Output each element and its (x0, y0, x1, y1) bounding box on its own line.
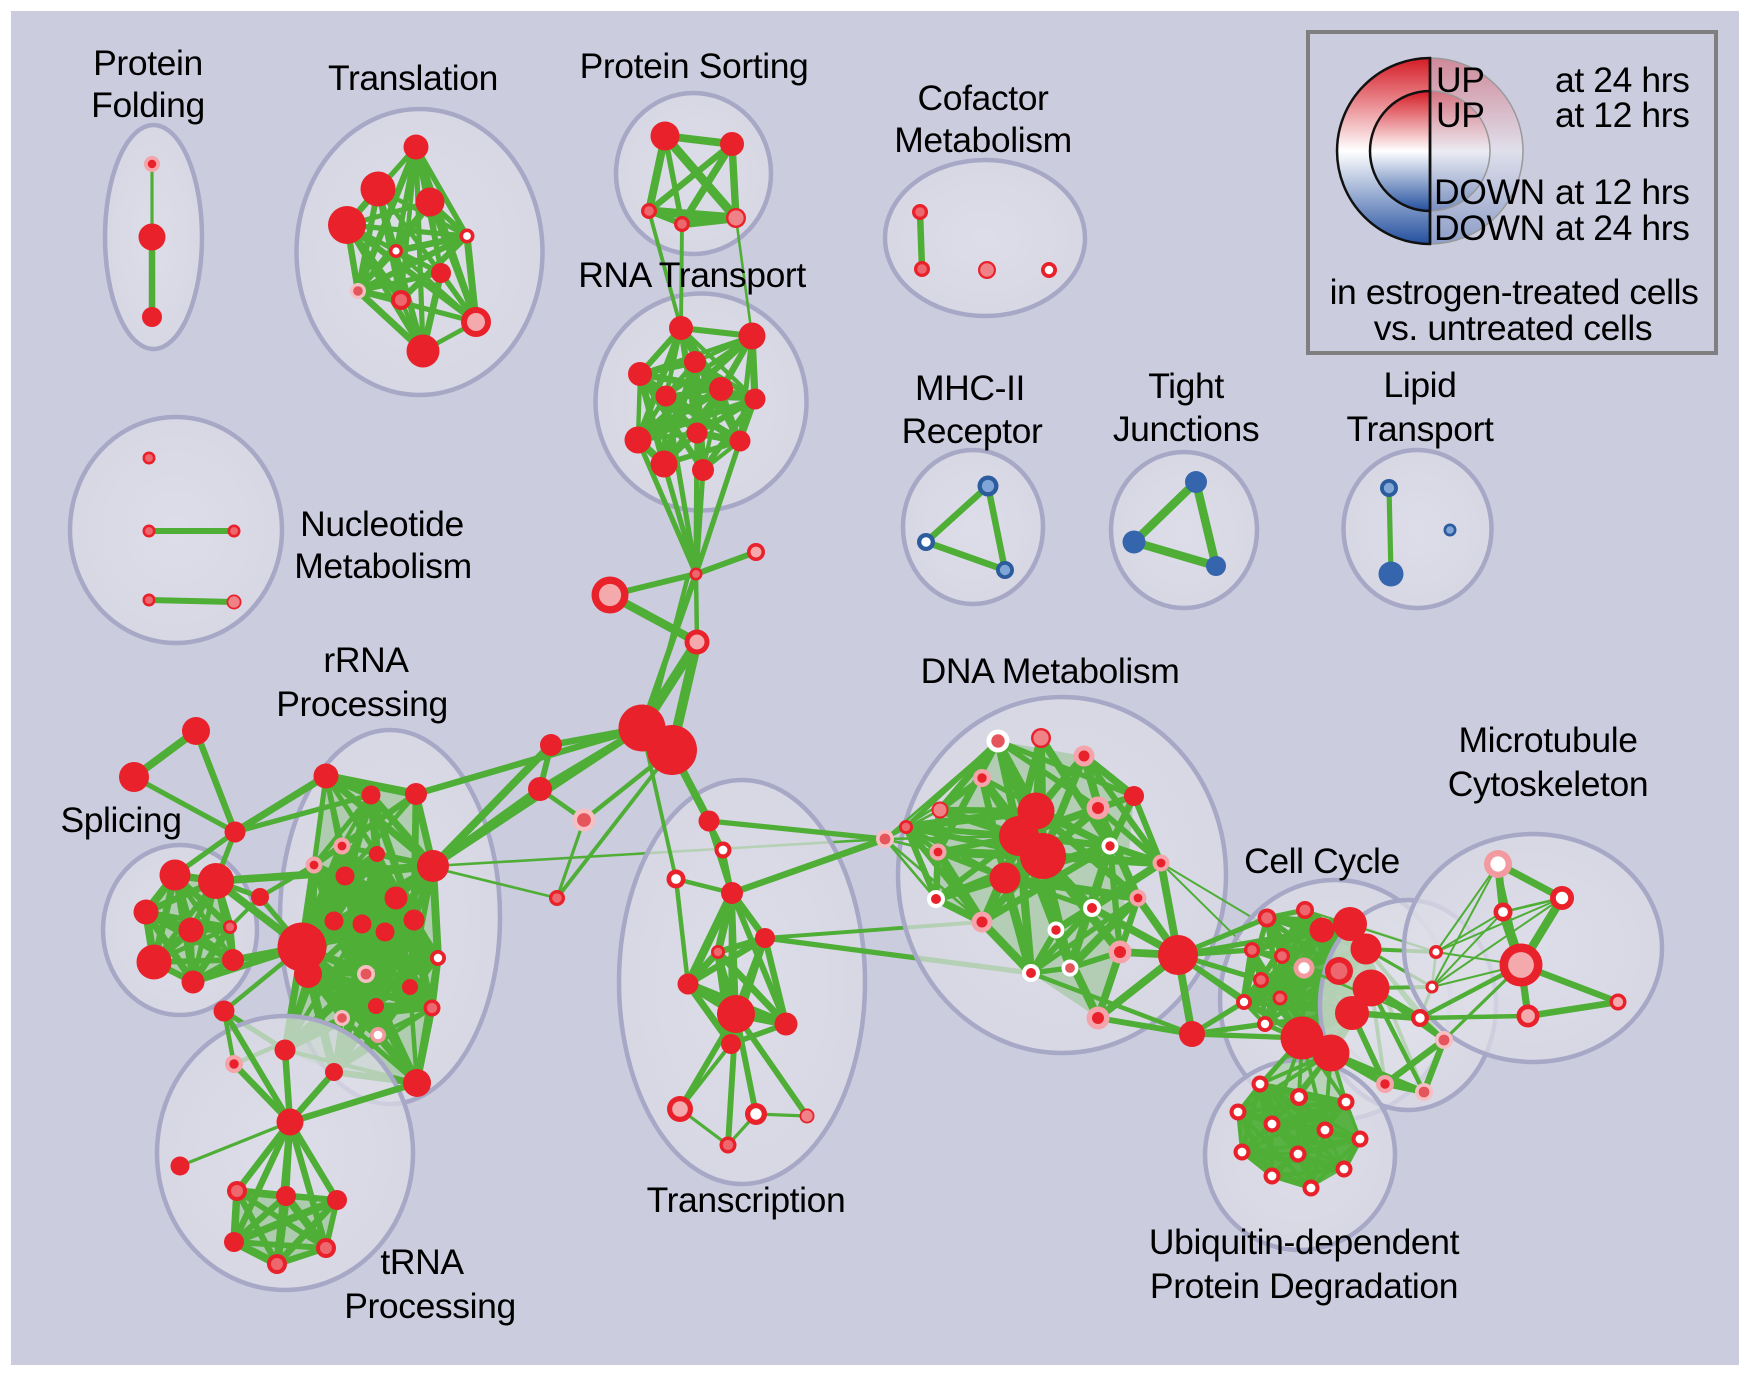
svg-text:UP: UP (1436, 95, 1485, 135)
svg-text:tRNA: tRNA (380, 1242, 464, 1282)
svg-text:Processing: Processing (276, 684, 448, 724)
svg-text:in estrogen-treated cells: in estrogen-treated cells (1330, 272, 1699, 312)
svg-text:Transcription: Transcription (647, 1180, 846, 1220)
svg-text:DOWN: DOWN (1434, 208, 1545, 248)
svg-text:at 12 hrs: at 12 hrs (1555, 172, 1690, 212)
svg-text:Microtubule: Microtubule (1458, 720, 1637, 760)
svg-text:vs. untreated cells: vs. untreated cells (1374, 308, 1653, 348)
svg-text:rRNA: rRNA (323, 640, 409, 680)
svg-text:Splicing: Splicing (60, 800, 181, 840)
svg-text:Folding: Folding (91, 85, 205, 125)
svg-text:at 24 hrs: at 24 hrs (1555, 208, 1690, 248)
svg-text:Metabolism: Metabolism (894, 120, 1072, 160)
svg-text:Cofactor: Cofactor (918, 78, 1050, 118)
svg-text:Transport: Transport (1347, 409, 1495, 449)
svg-text:MHC-II: MHC-II (915, 368, 1025, 408)
svg-text:Processing: Processing (344, 1286, 516, 1326)
svg-text:Translation: Translation (328, 58, 498, 98)
svg-text:DOWN: DOWN (1434, 172, 1545, 212)
svg-text:Metabolism: Metabolism (294, 546, 472, 586)
svg-text:Tight: Tight (1148, 366, 1224, 406)
svg-text:Receptor: Receptor (902, 411, 1043, 451)
svg-text:UP: UP (1436, 60, 1485, 100)
svg-text:Cell Cycle: Cell Cycle (1244, 841, 1400, 881)
svg-text:at 12 hrs: at 12 hrs (1555, 95, 1690, 135)
svg-text:Ubiquitin-dependent: Ubiquitin-dependent (1149, 1222, 1460, 1262)
svg-text:Nucleotide: Nucleotide (300, 504, 464, 544)
svg-text:Lipid: Lipid (1383, 365, 1456, 405)
svg-text:Cytoskeleton: Cytoskeleton (1448, 764, 1648, 804)
svg-text:Protein Sorting: Protein Sorting (580, 46, 809, 86)
svg-text:at 24 hrs: at 24 hrs (1555, 60, 1690, 100)
svg-text:Protein Degradation: Protein Degradation (1150, 1266, 1458, 1306)
svg-text:DNA Metabolism: DNA Metabolism (921, 651, 1180, 691)
svg-text:RNA Transport: RNA Transport (578, 255, 806, 295)
svg-text:Junctions: Junctions (1113, 409, 1259, 449)
svg-text:Protein: Protein (93, 43, 203, 83)
